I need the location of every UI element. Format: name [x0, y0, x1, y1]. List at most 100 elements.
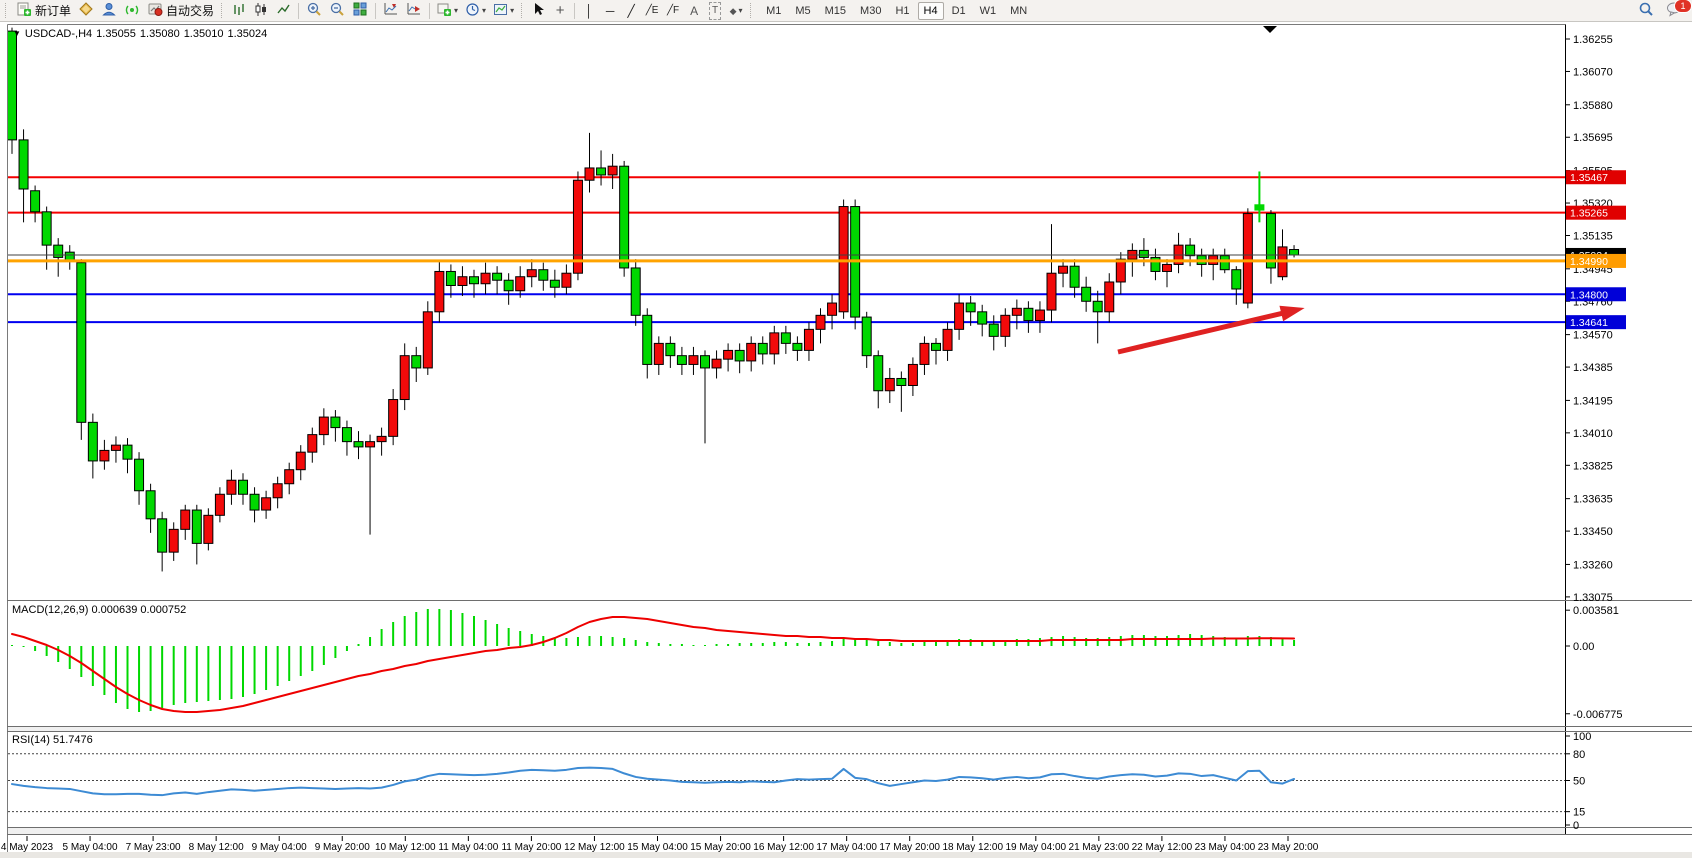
cursor-tool-button[interactable] — [529, 1, 549, 21]
svg-text:1.34195: 1.34195 — [1573, 395, 1613, 407]
tile-windows-button[interactable] — [349, 1, 371, 21]
svg-text:1.34010: 1.34010 — [1573, 428, 1613, 440]
svg-text:21 May 23:00: 21 May 23:00 — [1069, 842, 1130, 853]
svg-text:15 May 20:00: 15 May 20:00 — [690, 842, 751, 853]
timeframe-h4-button[interactable]: H4 — [917, 1, 944, 20]
fibonacci-tool-button[interactable]: ╱F — [663, 1, 683, 21]
svg-text:17 May 20:00: 17 May 20:00 — [879, 842, 940, 853]
timeframe-d1-button[interactable]: D1 — [951, 4, 966, 17]
svg-text:1.35467: 1.35467 — [1570, 172, 1608, 184]
chevron-down-icon: ▾ — [510, 6, 515, 15]
chevron-down-icon: ▾ — [482, 6, 487, 15]
svg-text:10 May 12:00: 10 May 12:00 — [375, 842, 436, 853]
line-chart-icon — [276, 2, 291, 20]
svg-text:11 May 20:00: 11 May 20:00 — [501, 842, 561, 853]
line-chart-button[interactable] — [273, 1, 294, 21]
profiles-icon — [78, 1, 94, 20]
shapes-icon: ◆ — [729, 5, 737, 16]
community-button[interactable] — [98, 1, 120, 21]
new-chart-dropdown[interactable]: ▾ — [434, 1, 461, 21]
timeframe-m5-button[interactable]: M5 — [795, 4, 811, 17]
signals-button[interactable] — [121, 1, 143, 21]
timeframe-w1-button[interactable]: W1 — [979, 4, 997, 17]
timeframe-mn-button[interactable]: MN — [1010, 4, 1028, 17]
svg-text:80: 80 — [1573, 749, 1585, 761]
new-order-button[interactable]: 新订单 — [13, 1, 74, 21]
new-order-label: 新订单 — [35, 4, 72, 18]
autotrading-button[interactable]: 自动交易 — [144, 1, 217, 21]
svg-text:-0.006775: -0.006775 — [1573, 709, 1623, 721]
svg-text:0: 0 — [1573, 820, 1579, 832]
svg-text:8 May 12:00: 8 May 12:00 — [189, 842, 244, 853]
search-button[interactable] — [1635, 1, 1657, 21]
timeframe-m1-button[interactable]: M1 — [766, 4, 782, 17]
svg-text:1.33075: 1.33075 — [1573, 592, 1613, 604]
shapes-dropdown[interactable]: ◆ ▾ — [726, 1, 746, 21]
svg-text:1.34800: 1.34800 — [1570, 289, 1608, 301]
svg-text:4 May 2023: 4 May 2023 — [1, 842, 54, 853]
svg-text:50: 50 — [1573, 776, 1585, 788]
channel-tool-button[interactable]: ╱E — [642, 1, 662, 21]
toolbar-separator — [298, 2, 300, 19]
toolbar-grip[interactable] — [221, 3, 225, 18]
svg-text:1.34641: 1.34641 — [1570, 317, 1608, 329]
text-tool-button[interactable]: A — [684, 1, 704, 21]
trendline-tool-button[interactable]: ╱ — [621, 1, 641, 21]
svg-text:1.33635: 1.33635 — [1573, 494, 1613, 506]
quote-high: 1.35080 — [139, 28, 180, 40]
bar-chart-button[interactable] — [229, 1, 250, 21]
bar-chart-icon — [232, 2, 247, 20]
svg-text:16 May 12:00: 16 May 12:00 — [753, 842, 814, 853]
templates-icon — [493, 2, 508, 20]
crosshair-tool-button[interactable]: + — [550, 1, 570, 21]
svg-text:5 May 04:00: 5 May 04:00 — [63, 842, 118, 853]
chart-shift-button[interactable] — [380, 1, 402, 21]
svg-text:1.34385: 1.34385 — [1573, 362, 1613, 374]
collapse-symbol-list-icon[interactable]: ▼ — [13, 29, 21, 38]
svg-text:1.36255: 1.36255 — [1573, 34, 1613, 46]
timeframe-toolbar: M1 M5 M15 M30 H1 H4 D1 W1 MN — [760, 1, 1033, 20]
svg-text:9 May 04:00: 9 May 04:00 — [252, 842, 307, 853]
toolbar-grip[interactable] — [521, 3, 525, 18]
zoom-out-button[interactable] — [326, 1, 348, 21]
text-icon: A — [690, 3, 699, 18]
tile-windows-icon — [352, 1, 368, 20]
profiles-button[interactable] — [75, 1, 97, 21]
rsi-indicator-label: RSI(14) 51.7476 — [12, 734, 93, 746]
templates-dropdown[interactable]: ▾ — [490, 1, 517, 21]
zoom-in-icon — [306, 1, 322, 20]
quote-open: 1.35055 — [96, 28, 136, 40]
svg-text:1.35695: 1.35695 — [1573, 132, 1613, 144]
timeframe-m30-button[interactable]: M30 — [860, 4, 882, 17]
chart-header: ▼ USDCAD-,H4 1.35055 1.35080 1.35010 1.35024 — [13, 28, 271, 40]
svg-text:19 May 04:00: 19 May 04:00 — [1005, 842, 1066, 853]
timeframe-h1-button[interactable]: H1 — [895, 4, 910, 17]
chat-button[interactable]: 1 — [1663, 0, 1692, 21]
periods-dropdown[interactable]: ▾ — [462, 1, 489, 21]
svg-text:15: 15 — [1573, 807, 1585, 819]
signals-icon — [124, 1, 140, 20]
timeframe-m15-button[interactable]: M15 — [824, 4, 847, 17]
svg-text:23 May 20:00: 23 May 20:00 — [1258, 842, 1319, 853]
vertical-line-tool-button[interactable]: │ — [579, 1, 599, 21]
toolbar-grip[interactable] — [5, 3, 9, 18]
macd-indicator-label: MACD(12,26,9) 0.000639 0.000752 — [12, 604, 187, 616]
horizontal-line-tool-button[interactable]: ─ — [600, 1, 620, 21]
chart-shift-icon — [383, 1, 399, 20]
auto-scroll-button[interactable] — [403, 1, 425, 21]
zoom-in-button[interactable] — [303, 1, 325, 21]
new-chart-icon — [437, 2, 452, 20]
svg-text:0.00: 0.00 — [1573, 641, 1594, 653]
svg-text:100: 100 — [1573, 731, 1591, 743]
toolbar: 新订单 自动交易 — [0, 0, 1692, 22]
text-label-tool-button[interactable]: T — [705, 1, 725, 21]
toolbar-grip[interactable] — [750, 3, 754, 18]
candlestick-button[interactable] — [251, 1, 272, 21]
horizontal-line-icon: ─ — [605, 3, 615, 18]
candlestick-icon — [254, 2, 269, 20]
notification-badge: 1 — [1674, 0, 1692, 13]
symbol-and-period: USDCAD-,H4 — [24, 28, 93, 40]
search-icon — [1638, 1, 1654, 20]
equidistant-channel-icon: ╱E — [645, 4, 659, 16]
